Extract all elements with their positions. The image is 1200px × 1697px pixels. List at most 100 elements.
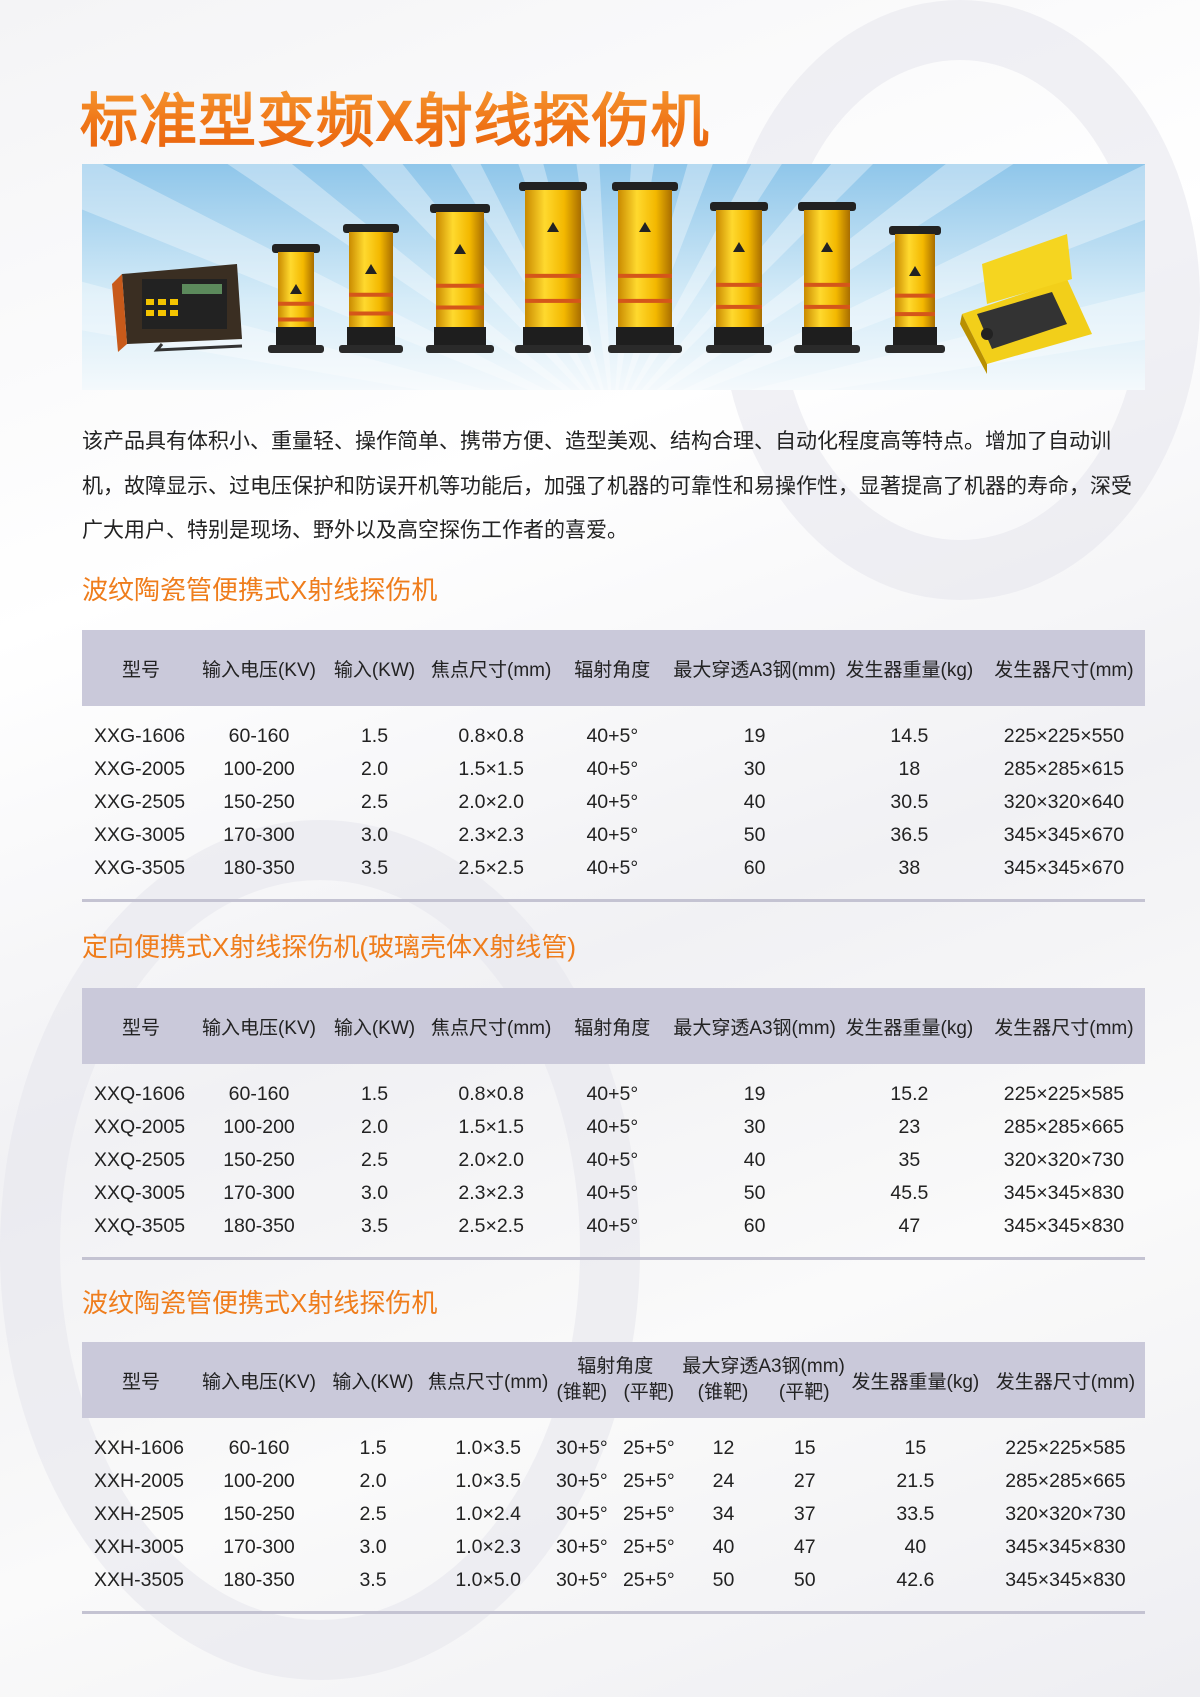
table-cell: 320×320×730 xyxy=(1003,1149,1125,1171)
table-cell: 40 xyxy=(743,1149,766,1171)
table-cell: 2.5 xyxy=(360,1149,389,1171)
xray-tube xyxy=(426,204,494,353)
table-cell: 1.5 xyxy=(360,725,389,747)
column-header: 输入(KW) xyxy=(333,659,416,681)
table-cell: 40+5° xyxy=(586,824,639,846)
table-cell: 3.0 xyxy=(360,824,389,846)
product-banner-image xyxy=(82,164,1145,390)
table-cell: 225×225×550 xyxy=(1003,725,1125,747)
table-cell: XXQ-2505 xyxy=(94,1149,186,1171)
spec-table-xxg: 型号 输入电压(KV) 输入(KW) 焦点尺寸(mm) 辐射角度 最大穿透A3钢(mm) 发… xyxy=(82,630,1145,902)
column-header: 型号 xyxy=(121,1017,160,1039)
column-header: 辐射角度 xyxy=(574,659,651,681)
table-cell: XXQ-2005 xyxy=(94,1116,186,1138)
table-cell: 3.5 xyxy=(360,1215,389,1237)
xray-tube xyxy=(794,202,860,353)
column-header: 最大穿透A3钢(mm) xyxy=(673,659,836,681)
table-row: XXQ-2505 150-250 2.5 2.0×2.0 40+5° 40 35 320×32… xyxy=(82,1144,1145,1177)
table-cell: 320×320×730 xyxy=(1005,1503,1126,1525)
table-cell: 30+5° xyxy=(555,1503,608,1525)
table-cell: 1.5×1.5 xyxy=(458,1116,524,1138)
column-subheader: (锥靶) xyxy=(697,1382,749,1403)
table-cell: 40+5° xyxy=(586,1215,639,1237)
table-cell: 38 xyxy=(898,857,921,879)
table-cell: XXG-2505 xyxy=(94,791,186,813)
column-header: 焦点尺寸(mm) xyxy=(431,659,552,681)
column-subheaders: (锥靶) (平靶) xyxy=(548,1380,682,1406)
table-cell: 150-250 xyxy=(223,1149,295,1171)
table-cell: 40+5° xyxy=(586,1182,639,1204)
table-cell: XXH-3005 xyxy=(94,1536,184,1558)
table-cell: 25+5° xyxy=(622,1536,675,1558)
table-cell: 18 xyxy=(898,758,921,780)
table-cell: 1.0×3.5 xyxy=(455,1437,521,1459)
table-cell: 1.0×2.4 xyxy=(455,1503,521,1525)
table-cell: 170-300 xyxy=(223,824,295,846)
table-cell: 47 xyxy=(793,1536,816,1558)
table-cell: 1.5 xyxy=(360,1083,389,1105)
table-cell: 14.5 xyxy=(890,725,929,747)
table-cell: 25+5° xyxy=(622,1569,675,1591)
table-cell: 180-350 xyxy=(223,1215,295,1237)
table-cell: 345×345×670 xyxy=(1003,824,1125,846)
column-header: 输入(KW) xyxy=(333,1017,416,1039)
table-cell: 35 xyxy=(898,1149,921,1171)
table-cell: 40+5° xyxy=(586,791,639,813)
table-cell: 0.8×0.8 xyxy=(458,725,524,747)
table-cell: 3.5 xyxy=(359,1569,387,1591)
table-cell: 345×345×830 xyxy=(1003,1182,1125,1204)
table-cell: 40+5° xyxy=(586,1116,639,1138)
table-cell: 2.0 xyxy=(359,1470,387,1492)
column-subheaders: (锥靶) (平靶) xyxy=(682,1380,845,1406)
spec-table-xxq: 型号 输入电压(KV) 输入(KW) 焦点尺寸(mm) 辐射角度 最大穿透A3钢(mm) 发… xyxy=(82,988,1145,1260)
xray-tube xyxy=(608,182,682,353)
table-cell: 285×285×665 xyxy=(1005,1470,1126,1492)
table-row: XXQ-2005 100-200 2.0 1.5×1.5 40+5° 30 23 285×28… xyxy=(82,1111,1145,1144)
column-header: 发生器重量(kg) xyxy=(845,659,974,681)
table-cell: XXQ-3005 xyxy=(94,1182,186,1204)
table-cell: 100-200 xyxy=(223,1116,295,1138)
table-cell: 2.5×2.5 xyxy=(458,857,524,879)
table-cell: 345×345×830 xyxy=(1005,1569,1126,1591)
section-heading-1: 波纹陶瓷管便携式X射线探伤机 xyxy=(82,575,438,605)
table-cell: 30+5° xyxy=(555,1536,608,1558)
table-cell: 30 xyxy=(743,758,766,780)
table-cell: 2.5 xyxy=(360,791,389,813)
table-cell: XXG-3005 xyxy=(94,824,186,846)
table-cell: 40+5° xyxy=(586,725,639,747)
column-header: 辐射角度 xyxy=(574,1017,651,1039)
table-cell: 2.3×2.3 xyxy=(458,1182,524,1204)
column-header: 发生器重量(kg) xyxy=(851,1371,980,1393)
table-cell: 1.5 xyxy=(359,1437,387,1459)
column-subheader: (锥靶) xyxy=(556,1382,608,1403)
table-cell: 225×225×585 xyxy=(1003,1083,1125,1105)
table-cell: 30+5° xyxy=(555,1470,608,1492)
table-row: XXG-1606 60-160 1.5 0.8×0.8 40+5° 19 14.5 225×2… xyxy=(82,706,1145,753)
table-cell: 3.5 xyxy=(360,857,389,879)
table-cell: 40+5° xyxy=(586,1083,639,1105)
table-cell: 2.3×2.3 xyxy=(458,824,524,846)
column-header-group: 最大穿透A3钢(mm) (锥靶) (平靶) xyxy=(682,1342,845,1418)
table-cell: 37 xyxy=(793,1503,816,1525)
table-cell: XXG-1606 xyxy=(94,725,186,747)
section-heading-3: 波纹陶瓷管便携式X射线探伤机 xyxy=(82,1288,438,1318)
table-cell: 60-160 xyxy=(228,1437,290,1459)
table-cell: 40+5° xyxy=(586,1149,639,1171)
table-row: XXH-1606 60-160 1.5 1.0×3.5 30+5° 25+5° 12 15 15… xyxy=(82,1418,1145,1465)
xray-tube xyxy=(706,202,772,353)
table-cell: 2.0 xyxy=(360,1116,389,1138)
product-description: 该产品具有体积小、重量轻、操作简单、携带方便、造型美观、结构合理、自动化程度高等… xyxy=(82,430,1132,542)
table-cell: 150-250 xyxy=(223,791,295,813)
table-cell: 36.5 xyxy=(890,824,929,846)
table-cell: 2.0×2.0 xyxy=(458,791,524,813)
table-cell: 60 xyxy=(743,1215,766,1237)
table-cell: 100-200 xyxy=(223,758,295,780)
xray-tube xyxy=(515,182,591,353)
table-cell: 42.6 xyxy=(896,1569,935,1591)
column-header: 焦点尺寸(mm) xyxy=(431,1017,552,1039)
column-header: 发生器尺寸(mm) xyxy=(994,1017,1134,1039)
table-cell: 60 xyxy=(743,857,766,879)
control-box-left xyxy=(112,264,243,352)
table-cell: 1.0×5.0 xyxy=(455,1569,521,1591)
table-cell: 345×345×830 xyxy=(1005,1536,1126,1558)
